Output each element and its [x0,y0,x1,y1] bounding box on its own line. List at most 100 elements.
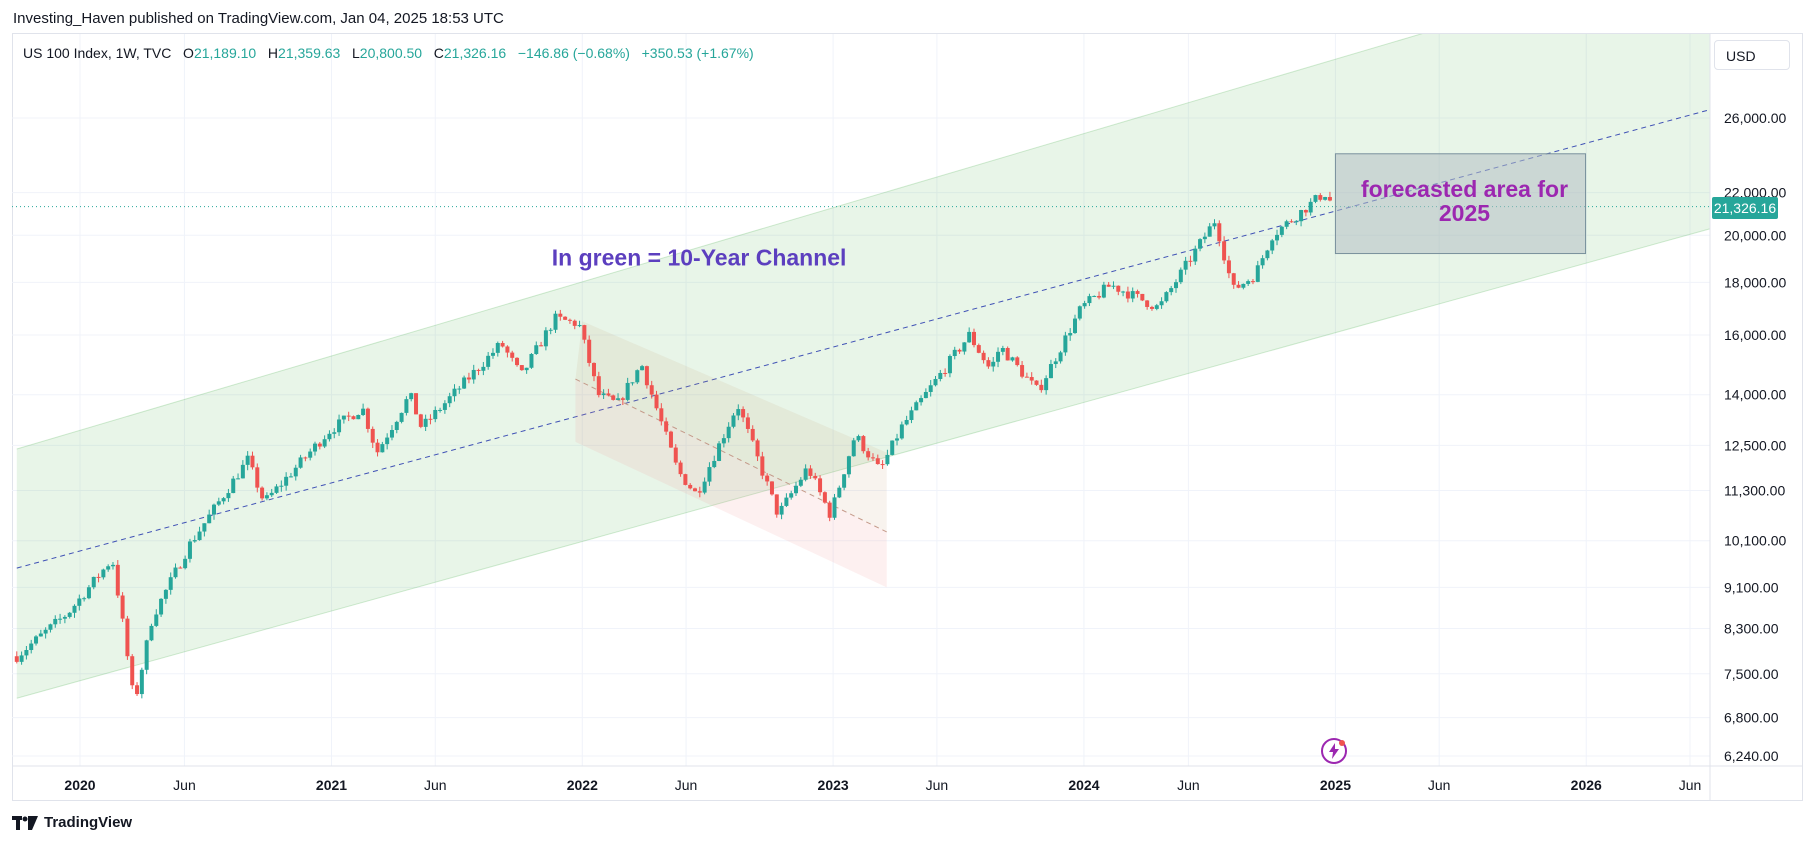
candle-body [1000,347,1005,352]
candle [236,473,241,480]
candle [1169,285,1174,296]
candle-body [327,433,332,440]
candle-body [678,462,683,475]
tradingview-brand[interactable]: TradingView [12,814,132,831]
candle-body [423,418,428,427]
candle-body [130,656,135,686]
candle-body [1097,295,1102,298]
candle [760,451,765,480]
candle [211,503,216,520]
candle-body [1255,265,1260,282]
candle [404,396,409,416]
candle-body [82,598,87,600]
candle-body [721,438,726,444]
x-tick-label: 2024 [1068,777,1099,793]
candle [895,433,900,446]
candle-body [1145,300,1150,307]
candle-body [543,330,548,347]
candle-body [620,398,625,400]
candle [587,335,592,367]
candle-body [322,439,327,447]
candle [313,441,318,456]
candle [1048,359,1053,379]
candle [1063,331,1068,356]
candle-body [149,625,154,641]
candle [1318,193,1323,202]
candle [1308,198,1313,216]
candle [938,369,943,382]
candle-body [957,349,962,352]
candle [688,483,693,490]
candle-body [1289,221,1294,223]
candle-body [1125,291,1130,299]
candle-body [808,468,813,476]
candle-body [255,467,260,488]
candle-body [72,605,77,613]
candle-body [101,569,106,578]
candle-body [428,418,433,420]
candle [462,375,467,389]
candle [269,488,274,498]
candle [721,434,726,448]
candle [394,420,399,434]
candle-body [361,408,366,415]
candle-body [591,362,596,377]
candle [741,406,746,423]
candle [62,615,67,624]
candle-body [736,409,741,416]
candle-body [702,481,707,493]
candle [1101,281,1106,299]
candle [96,573,101,583]
candle-body [53,618,58,625]
candle [337,414,342,436]
candle [1145,300,1150,310]
candle-body [1241,283,1246,288]
candle [1323,196,1328,201]
close-value: 21,326.16 [443,45,507,61]
candle [712,455,717,469]
candle-body [630,382,635,384]
lightning-icon[interactable] [1320,737,1348,765]
candle [923,388,928,399]
candle [351,415,356,420]
candle [1039,379,1044,393]
candle-body [62,616,67,619]
candle-body [192,540,197,542]
candle [125,615,130,660]
candle [58,613,63,624]
candle [875,454,880,465]
candle-body [490,352,495,356]
x-tick-label: Jun [173,777,196,793]
candle [409,392,414,402]
candle [1188,255,1193,267]
candle-body [1169,288,1174,293]
candle [818,475,823,496]
candle [183,555,188,570]
currency-button[interactable]: USD [1714,40,1790,70]
candle-body [1275,234,1280,241]
candle-body [115,564,120,596]
symbol-name: US 100 Index, 1W, TVC [23,45,172,61]
candle [423,414,428,432]
candle [288,472,293,478]
candle-body [611,395,616,400]
candle-body [870,457,875,459]
candle-body [1303,210,1308,213]
candle [173,563,178,579]
candle [1198,238,1203,252]
candle-body [226,493,231,499]
candle-body [260,487,265,499]
candle [861,434,866,454]
candle [457,385,462,394]
candle-body [741,409,746,418]
candle [1116,285,1121,296]
candle-body [139,669,144,695]
candle [745,413,750,434]
candle [1260,255,1265,269]
y-tick-label: 12,500.00 [1724,437,1786,453]
candle [933,375,938,387]
candle-body [1053,361,1058,365]
candle-body [221,498,226,502]
candle-body [664,421,669,432]
